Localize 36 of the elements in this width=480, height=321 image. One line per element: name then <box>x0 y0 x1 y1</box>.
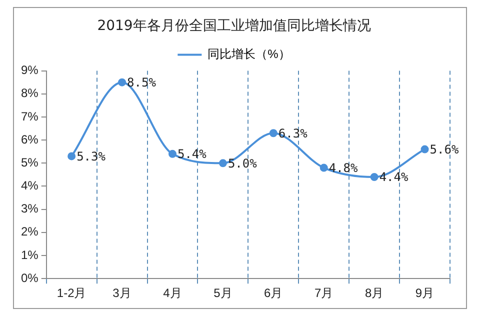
chart-title: 2019年各月份全国工业增加值同比增长情况 <box>97 18 371 34</box>
point <box>269 129 278 138</box>
y-tick-label: 5% <box>21 155 39 170</box>
y-tick-label: 8% <box>21 86 39 100</box>
x-tick-label: 1-2月 <box>56 286 86 300</box>
data-label: 4.4% <box>379 170 409 184</box>
data-label: 5.4% <box>177 147 208 162</box>
point <box>420 145 429 154</box>
x-tick-label: 5月 <box>214 286 232 300</box>
data-label: 8.5% <box>127 75 157 90</box>
data-label: 5.6% <box>430 142 460 156</box>
point <box>370 173 378 182</box>
data-label: 4.8% <box>328 160 359 175</box>
data-label: 6.3% <box>278 126 308 140</box>
y-tick-label: 7% <box>21 109 39 124</box>
y-tick-label: 9% <box>21 63 39 78</box>
point <box>118 78 126 86</box>
y-tick-label: 4% <box>21 178 39 193</box>
legend-label: 同比增长（%） <box>208 47 290 62</box>
y-tick-label: 0% <box>21 270 39 285</box>
y-tick-label: 2% <box>21 224 39 239</box>
x-tick-label: 9月 <box>415 286 434 300</box>
point <box>320 164 328 172</box>
y-tick-label: 6% <box>21 132 39 146</box>
x-tick-label: 4月 <box>163 286 182 300</box>
point <box>218 159 227 168</box>
x-tick-label: 3月 <box>112 286 132 300</box>
point <box>168 150 176 158</box>
x-tick-label: 6月 <box>264 286 283 300</box>
data-label: 5.3% <box>76 149 106 164</box>
x-tick-label: 8月 <box>364 286 384 300</box>
x-tick-label: 7月 <box>314 286 334 300</box>
y-tick-label: 3% <box>21 202 39 216</box>
y-tick-label: 1% <box>21 248 39 262</box>
data-label: 5.0% <box>228 156 258 170</box>
point <box>68 152 76 160</box>
